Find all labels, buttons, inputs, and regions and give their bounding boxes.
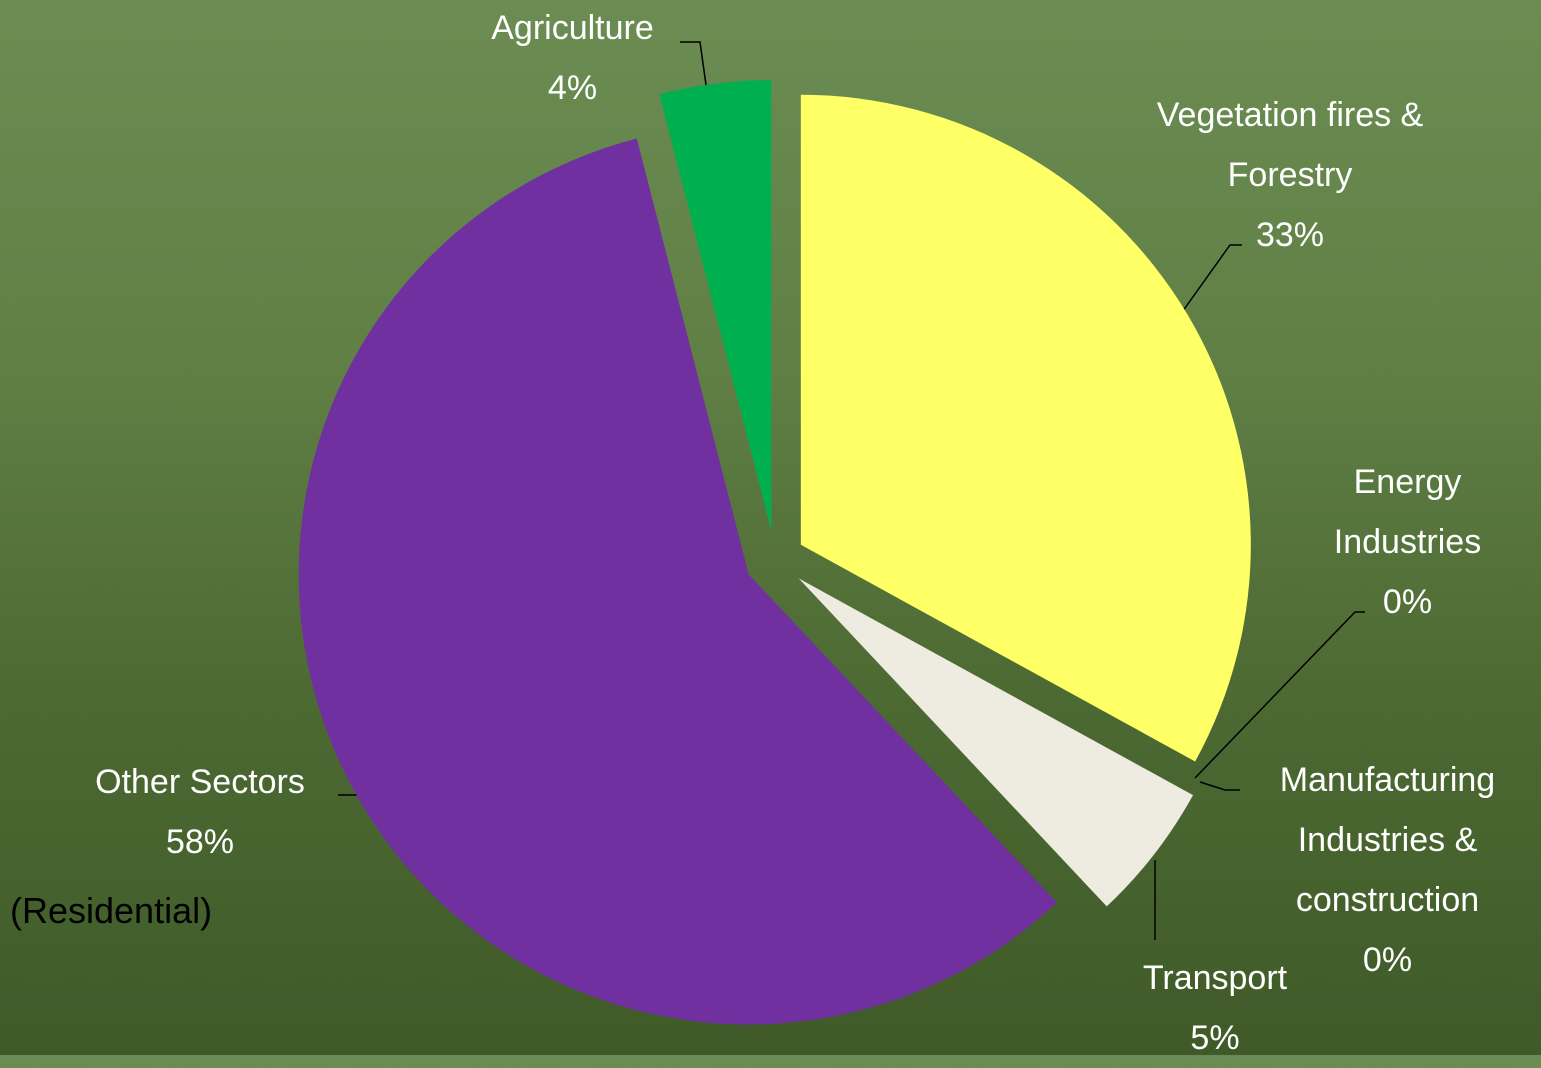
value-label: 5% xyxy=(1190,1019,1240,1057)
category-label: Transport xyxy=(1142,959,1288,997)
leader-line xyxy=(1179,244,1242,316)
leader-line xyxy=(1194,611,1365,779)
slice-label: Transport 5% xyxy=(1100,948,1330,1068)
value-label: 4% xyxy=(547,69,598,107)
value-label: 33% xyxy=(1255,216,1325,254)
category-label: Energy Industries xyxy=(1333,463,1482,561)
slice-label: Vegetation fires & Forestry 33% xyxy=(1140,85,1440,265)
category-label: Vegetation fires & Forestry xyxy=(1156,96,1424,194)
slice-label: Other Sectors 58% xyxy=(40,752,360,872)
pie-slice xyxy=(659,80,772,531)
pie-slice xyxy=(800,94,1251,762)
category-label: Other Sectors xyxy=(95,763,305,801)
value-label: 58% xyxy=(165,823,235,861)
leader-line xyxy=(680,41,708,93)
leader-line xyxy=(1199,781,1240,791)
category-label: Manufacturing Industries & construction xyxy=(1279,761,1496,919)
slice-label: Agriculture 4% xyxy=(440,0,705,118)
slice-label: Manufacturing Industries & construction 0… xyxy=(1255,750,1520,990)
value-label: 0% xyxy=(1362,941,1413,979)
category-label: Agriculture xyxy=(491,9,654,47)
annotation: (Residential) xyxy=(10,890,213,931)
value-label: 0% xyxy=(1382,583,1433,621)
slice-label: Energy Industries 0% xyxy=(1300,452,1515,632)
pie-slice xyxy=(298,138,1057,1025)
pie-slice xyxy=(798,578,1194,907)
